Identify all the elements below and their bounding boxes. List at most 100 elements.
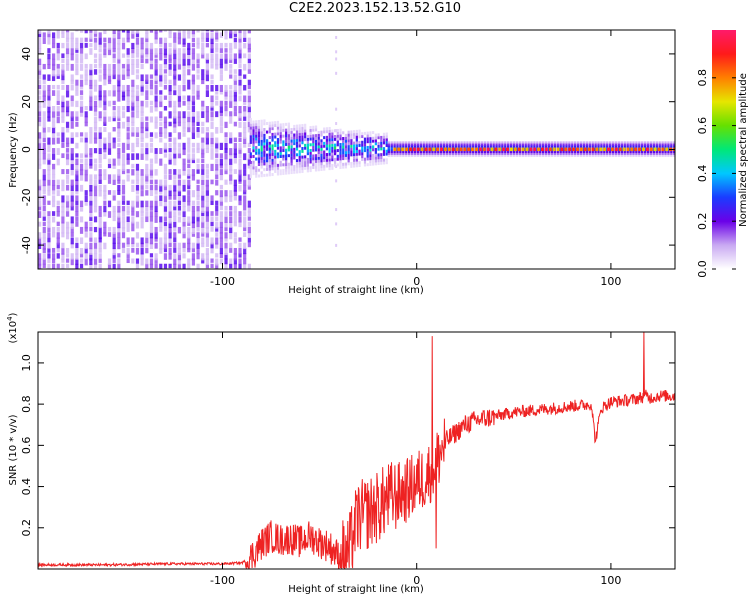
heatmap-cell — [344, 162, 348, 166]
heatmap-cell — [61, 100, 65, 108]
heatmap-cell — [260, 145, 263, 149]
heatmap-cell — [323, 136, 326, 140]
heatmap-cell — [380, 161, 383, 165]
heatmap-cell — [75, 48, 79, 53]
heatmap-cell — [182, 247, 186, 253]
heatmap-cell — [107, 137, 112, 144]
heatmap-cell — [182, 179, 186, 185]
heatmap-cell — [131, 142, 135, 149]
heatmap-cell — [75, 205, 79, 212]
heatmap-cell — [70, 42, 74, 49]
heatmap-cell — [282, 143, 285, 147]
heatmap-cell — [107, 79, 112, 85]
heatmap-cell — [229, 195, 233, 202]
heatmap-cell — [224, 242, 228, 249]
heatmap-cell — [366, 163, 369, 167]
heatmap-cell — [350, 150, 353, 154]
heatmap-cell — [579, 150, 583, 154]
heatmap-cell — [279, 169, 282, 173]
heatmap-cell — [387, 147, 390, 150]
heatmap-cell — [255, 169, 258, 173]
heatmap-cell — [611, 145, 615, 148]
heatmap-cell — [339, 160, 342, 164]
heatmap-cell — [196, 247, 200, 255]
heatmap-cell — [249, 166, 252, 170]
heatmap-cell — [336, 154, 339, 158]
heatmap-cell — [38, 132, 42, 139]
heatmap-cell — [229, 111, 233, 117]
heatmap-cell — [75, 153, 79, 158]
heatmap-cell — [611, 152, 615, 156]
heatmap-cell — [163, 69, 168, 74]
heatmap-cell — [276, 138, 280, 142]
colorbar-tick-label: 0.4 — [696, 165, 709, 183]
heatmap-cell — [276, 126, 280, 130]
heatmap-cell — [168, 242, 172, 248]
heatmap-cell — [154, 58, 158, 64]
heatmap-cell — [347, 159, 350, 163]
heatmap-cell — [61, 106, 65, 113]
heatmap-cell — [182, 226, 186, 235]
heatmap-cell — [243, 195, 247, 201]
heatmap-cell — [335, 107, 338, 111]
heatmap-cell — [168, 190, 172, 197]
heatmap-cell — [623, 152, 626, 156]
heatmap-cell — [173, 90, 177, 96]
heatmap-cell — [47, 216, 51, 223]
snr-y-axis-title: SNR (10 * v/v) — [8, 414, 19, 485]
heatmap-cell — [361, 143, 364, 147]
heatmap-cell — [457, 145, 460, 148]
heatmap-cell — [149, 58, 154, 64]
heatmap-cell — [126, 32, 130, 40]
heatmap-cell — [70, 216, 74, 224]
heatmap-cell — [434, 154, 437, 157]
heatmap-cell — [623, 141, 626, 144]
heatmap-cell — [131, 148, 135, 153]
heatmap-cell — [317, 130, 320, 134]
heatmap-cell — [463, 152, 466, 156]
heatmap-cell — [664, 150, 667, 154]
heatmap-cell — [182, 132, 186, 137]
heatmap-cell — [585, 147, 589, 150]
heatmap-cell — [263, 145, 266, 149]
heatmap-cell — [480, 149, 484, 152]
heatmap-cell — [282, 163, 285, 167]
heatmap-cell — [407, 141, 411, 144]
heatmap-cell — [344, 145, 348, 149]
heatmap-cell — [298, 135, 301, 139]
heatmap-cell — [530, 145, 533, 148]
heatmap-cell — [103, 48, 107, 56]
heatmap-cell — [173, 226, 177, 232]
heatmap-cell — [298, 155, 301, 159]
colorbar-tick-label: 0.2 — [696, 212, 709, 230]
heatmap-cell — [374, 139, 377, 143]
heatmap-cell — [572, 147, 576, 152]
heatmap-cell — [42, 221, 46, 227]
heatmap-cell — [276, 146, 280, 150]
heatmap-cell — [65, 226, 70, 234]
heatmap-cell — [407, 145, 411, 148]
heatmap-cell — [42, 121, 46, 129]
heatmap-cell — [149, 53, 154, 61]
heatmap-cell — [79, 74, 84, 79]
heatmap-cell — [149, 258, 154, 266]
heatmap-cell — [530, 150, 533, 154]
heatmap-cell — [79, 153, 84, 158]
heatmap-cell — [205, 174, 209, 179]
heatmap-cell — [224, 148, 228, 154]
heatmap-cell — [173, 111, 177, 119]
heatmap-cell — [93, 100, 98, 107]
heatmap-cell — [42, 137, 46, 143]
heatmap-cell — [559, 141, 562, 144]
heatmap-cell — [331, 129, 334, 133]
heatmap-cell — [56, 205, 60, 213]
heatmap-cell — [84, 226, 88, 232]
heatmap-cell — [191, 190, 196, 198]
heatmap-cell — [257, 128, 261, 132]
heatmap-cell — [238, 148, 242, 154]
heatmap-cell — [328, 152, 331, 156]
heatmap-cell — [112, 63, 116, 70]
heatmap-cell — [285, 160, 288, 164]
heatmap-cell — [75, 142, 79, 149]
heatmap-cell — [38, 32, 42, 38]
